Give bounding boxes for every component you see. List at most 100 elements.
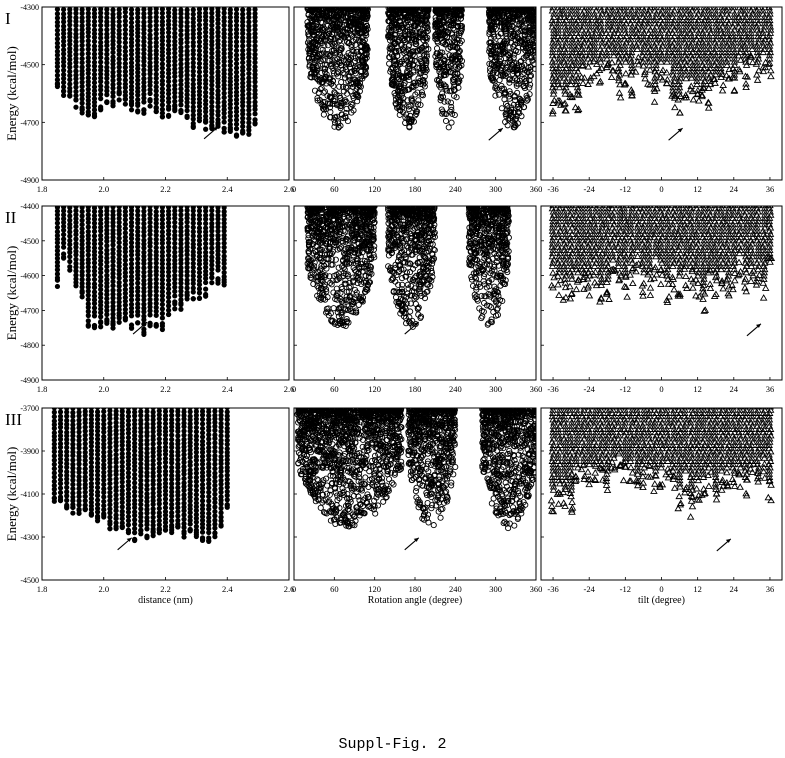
data-point (510, 67, 517, 74)
data-point (722, 71, 731, 79)
data-point (645, 19, 653, 27)
data-point (227, 93, 233, 99)
data-point (85, 63, 91, 69)
data-point (650, 85, 658, 92)
data-point (578, 62, 587, 69)
data-point (116, 283, 122, 289)
data-point (184, 236, 190, 242)
data-point (73, 84, 79, 90)
data-point (705, 22, 713, 30)
data-point (185, 196, 190, 201)
data-point (695, 96, 703, 104)
data-point (117, 196, 122, 201)
data-point (85, 240, 91, 246)
data-point (718, 32, 727, 40)
data-point (343, 13, 350, 20)
data-point (486, 17, 493, 25)
data-point (423, 45, 430, 52)
data-point (614, 10, 623, 17)
data-point (116, 81, 122, 87)
data-point (141, 331, 147, 337)
data-point (422, 35, 429, 42)
data-point (761, 58, 770, 66)
data-point (615, 42, 623, 49)
data-point (327, 75, 334, 82)
data-point (338, 42, 345, 49)
data-point (135, 108, 141, 114)
data-point (98, 59, 104, 65)
data-point (651, 74, 659, 81)
data-point (135, 293, 141, 299)
data-point (116, 39, 122, 45)
data-point (85, 42, 91, 48)
data-point (407, 55, 414, 62)
data-point (209, 18, 215, 24)
data-point (335, 14, 342, 21)
data-point (116, 271, 122, 277)
data-point (215, 41, 221, 47)
data-point (122, 253, 128, 259)
data-point (135, 268, 141, 274)
data-point (110, 246, 116, 253)
data-point (525, 58, 532, 65)
data-point (525, 31, 532, 38)
data-point (203, 89, 209, 95)
data-point (203, 113, 209, 119)
data-point (670, 61, 678, 68)
data-point (184, 219, 190, 225)
data-point (143, 206, 145, 207)
data-point (67, 38, 73, 44)
data-point (418, 91, 425, 98)
data-point (85, 260, 91, 266)
data-point (240, 15, 246, 21)
data-point (209, 54, 215, 61)
data-point (122, 249, 128, 255)
data-point (61, 196, 66, 201)
data-point (568, 48, 576, 56)
data-point (165, 62, 172, 69)
data-point (61, 30, 67, 37)
data-point (172, 264, 178, 271)
data-point (705, 42, 713, 49)
data-point (122, 225, 128, 232)
data-point (154, 0, 159, 4)
data-point (421, 56, 428, 63)
data-point (734, 51, 743, 59)
data-point (741, 22, 750, 30)
data-point (561, 26, 570, 33)
data-point (717, 54, 725, 62)
data-point (717, 61, 725, 68)
data-point (104, 296, 110, 302)
data-point (602, 29, 611, 36)
data-point (526, 84, 533, 91)
data-point (61, 88, 67, 94)
data-point (54, 271, 61, 277)
data-point (573, 51, 582, 59)
data-point (402, 119, 409, 126)
data-point (487, 74, 495, 81)
data-point (98, 266, 104, 272)
data-point (67, 196, 72, 201)
data-point (160, 196, 165, 201)
data-point (233, 43, 240, 49)
data-point (609, 45, 618, 52)
data-point (628, 22, 637, 30)
data-point (675, 77, 684, 84)
data-point (61, 236, 67, 242)
data-point (386, 54, 393, 61)
data-point (227, 67, 233, 73)
data-point (439, 90, 446, 97)
data-point (705, 19, 713, 27)
data-point (54, 244, 61, 250)
data-point (327, 114, 334, 121)
data-point (178, 265, 184, 271)
data-point (178, 15, 184, 21)
data-point (73, 80, 79, 86)
data-point (135, 58, 141, 64)
data-point (687, 19, 695, 27)
data-point (651, 51, 660, 59)
data-point (712, 0, 718, 3)
data-point (153, 260, 159, 266)
data-point (104, 307, 110, 314)
data-point (491, 40, 498, 47)
